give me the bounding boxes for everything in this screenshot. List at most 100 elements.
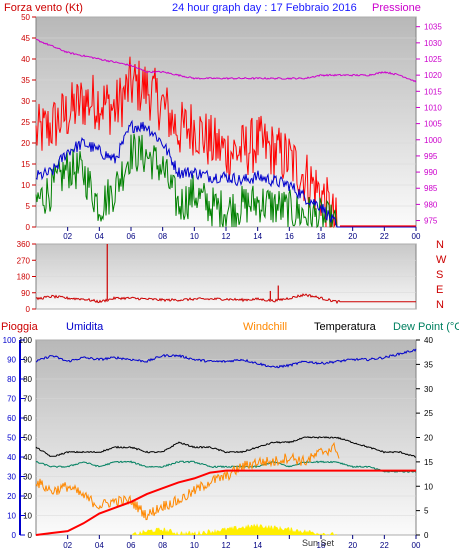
x-tick-label: 10 bbox=[190, 232, 199, 241]
pressure-label: Pressione bbox=[372, 2, 421, 14]
rain-tick-label: 40 bbox=[23, 453, 32, 462]
y2-tick-label: 985 bbox=[424, 184, 438, 193]
direction-series bbox=[35, 293, 416, 305]
y-tick-label: 40 bbox=[21, 55, 30, 64]
temp-tick-label: 30 bbox=[424, 385, 433, 394]
humidity-tick-label: 40 bbox=[7, 453, 16, 462]
y2-tick-label: 1020 bbox=[424, 71, 442, 80]
dewpoint-series bbox=[35, 460, 417, 473]
humidity-tick-label: 70 bbox=[7, 395, 16, 404]
x-tick-label: 18 bbox=[317, 232, 326, 241]
chart-title: 24 hour graph day : 17 Febbraio 2016 bbox=[172, 2, 357, 14]
x-tick-label: 14 bbox=[253, 541, 262, 550]
solar-series bbox=[36, 523, 416, 535]
x-tick-label: 10 bbox=[190, 541, 199, 550]
dewpoint-label: Dew Point (°C bbox=[393, 321, 459, 333]
y2-tick-label: 1005 bbox=[424, 120, 442, 129]
y2-tick-label: 980 bbox=[424, 200, 438, 209]
temp-tick-label: 20 bbox=[424, 434, 433, 443]
y-tick-label: 0 bbox=[26, 223, 31, 232]
y-tick-label: 45 bbox=[21, 34, 30, 43]
rain-tick-label: 20 bbox=[23, 492, 32, 501]
rain-label: Pioggia bbox=[1, 321, 39, 333]
y2-tick-label: 1025 bbox=[424, 55, 442, 64]
y2-tick-label: 1015 bbox=[424, 87, 442, 96]
x-tick-label: 12 bbox=[222, 541, 231, 550]
y2-tick-label: 1035 bbox=[424, 23, 442, 32]
humidity-label: Umidita bbox=[66, 321, 104, 333]
x-tick-label: 06 bbox=[127, 232, 136, 241]
windchill-label: Windchill bbox=[243, 321, 287, 333]
y-tick-label: 30 bbox=[21, 97, 30, 106]
rain-tick-label: 80 bbox=[23, 375, 32, 384]
x-tick-label: 02 bbox=[63, 541, 72, 550]
temperature-series bbox=[35, 436, 417, 458]
y2-tick-label: 990 bbox=[424, 168, 438, 177]
rain-tick-label: 60 bbox=[23, 414, 32, 423]
rain-tick-label: 50 bbox=[23, 434, 32, 443]
humidity-tick-label: 60 bbox=[7, 414, 16, 423]
y-tick-label: 0 bbox=[26, 305, 31, 314]
y-tick-label: 90 bbox=[21, 289, 30, 298]
humidity-tick-label: 30 bbox=[7, 473, 16, 482]
compass-label: N bbox=[436, 299, 444, 311]
rain-tick-label: 100 bbox=[19, 336, 33, 345]
rain-tick-label: 90 bbox=[23, 356, 32, 365]
temp-tick-label: 35 bbox=[424, 360, 433, 369]
x-tick-label: 06 bbox=[127, 541, 136, 550]
x-tick-label: 12 bbox=[222, 232, 231, 241]
x-tick-label: 14 bbox=[253, 232, 262, 241]
y-tick-label: 50 bbox=[21, 13, 30, 22]
x-tick-label: 22 bbox=[380, 541, 389, 550]
y2-tick-label: 995 bbox=[424, 152, 438, 161]
y2-tick-label: 975 bbox=[424, 217, 438, 226]
compass-label: S bbox=[436, 269, 443, 281]
humidity-tick-label: 0 bbox=[12, 531, 17, 540]
humidity-tick-label: 50 bbox=[7, 434, 16, 443]
rain-series bbox=[35, 469, 416, 536]
compass-label: W bbox=[436, 254, 447, 266]
temp-tick-label: 10 bbox=[424, 482, 433, 491]
humidity-tick-label: 90 bbox=[7, 356, 16, 365]
temp-tick-label: 40 bbox=[424, 336, 433, 345]
rain-tick-label: 30 bbox=[23, 473, 32, 482]
y-tick-label: 20 bbox=[21, 139, 30, 148]
rain-tick-label: 70 bbox=[23, 395, 32, 404]
temp-tick-label: 5 bbox=[424, 507, 429, 516]
x-tick-label: 08 bbox=[158, 541, 167, 550]
x-tick-label: 16 bbox=[285, 232, 294, 241]
humidity-series bbox=[35, 348, 417, 369]
y-tick-label: 10 bbox=[21, 181, 30, 190]
temp-tick-label: 0 bbox=[424, 531, 429, 540]
y-tick-label: 360 bbox=[17, 240, 31, 249]
y2-tick-label: 1000 bbox=[424, 136, 442, 145]
compass-label: E bbox=[436, 284, 443, 296]
temp-tick-label: 15 bbox=[424, 458, 433, 467]
y-tick-label: 5 bbox=[26, 202, 31, 211]
y2-tick-label: 1030 bbox=[424, 39, 442, 48]
rain-tick-label: 10 bbox=[23, 512, 32, 521]
humidity-tick-label: 80 bbox=[7, 375, 16, 384]
x-tick-label: 02 bbox=[63, 232, 72, 241]
x-tick-label: 08 bbox=[158, 232, 167, 241]
x-tick-label: 22 bbox=[380, 232, 389, 241]
wind-avg-series bbox=[35, 119, 416, 228]
sun-set-marker: Sun Set bbox=[302, 538, 335, 548]
wind-speed-label: Forza vento (Kt) bbox=[4, 2, 83, 14]
x-tick-label: 20 bbox=[348, 541, 357, 550]
x-tick-label: 00 bbox=[412, 232, 421, 241]
y-tick-label: 15 bbox=[21, 160, 30, 169]
y2-tick-label: 1010 bbox=[424, 103, 442, 112]
x-tick-label: 18 bbox=[317, 541, 326, 550]
humidity-tick-label: 100 bbox=[3, 336, 17, 345]
compass-label: N bbox=[436, 239, 444, 251]
x-tick-label: 00 bbox=[412, 541, 421, 550]
y-tick-label: 180 bbox=[17, 273, 31, 282]
x-tick-label: 04 bbox=[95, 541, 104, 550]
windchill-series bbox=[35, 441, 340, 521]
x-tick-label: 20 bbox=[348, 232, 357, 241]
x-tick-label: 04 bbox=[95, 232, 104, 241]
temperature-label: Temperatura bbox=[314, 321, 377, 333]
